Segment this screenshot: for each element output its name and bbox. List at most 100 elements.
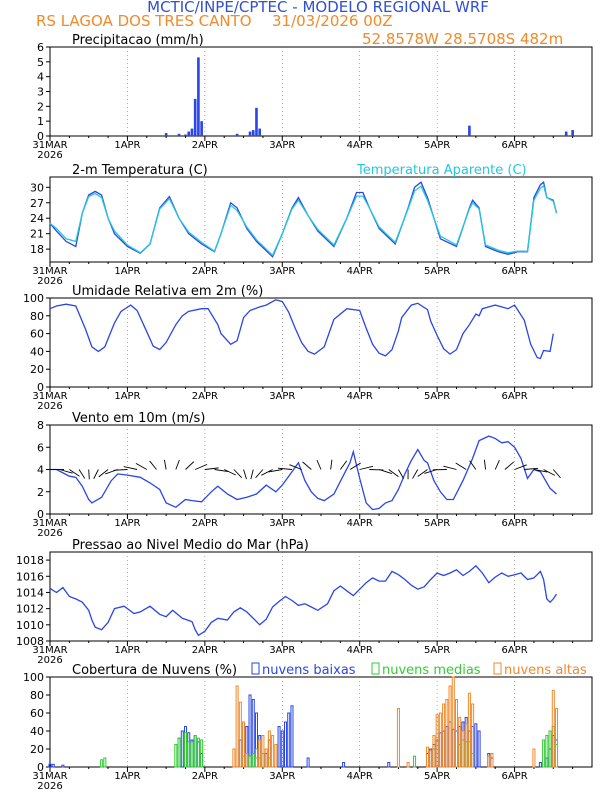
wind-arrow [524,467,539,470]
cloud-bar-medias [190,741,194,768]
x-tick-label: 4APR [347,140,373,151]
x-tick-label: 1APR [114,645,140,656]
wind-arrow [443,465,457,470]
wind-arrow [398,469,404,479]
precip-bar [255,107,258,136]
cloud-bar-medias [545,735,549,768]
wind-arrow [455,462,467,470]
wind-arrow [268,469,283,473]
wind-arrow [78,469,86,479]
legend-swatch [371,662,380,675]
precip-bar [400,135,403,136]
precip-bar [571,130,574,136]
x-tick-label: 6APR [501,771,527,782]
x-tick-label: 31MAR [32,266,67,277]
y-tick-label: 21 [30,228,44,241]
y-tick-label: 40 [30,345,44,358]
wind-arrow [93,469,99,479]
cloud-bar-baixas [180,730,184,768]
precip-bar [190,128,194,136]
precip-bar [200,121,203,136]
wind-arrow [224,469,236,476]
wind-arrow [316,459,322,470]
legend-label: nuvens baixas [262,663,356,678]
y-tick-label: 0 [37,508,44,521]
y-tick-label: 1018 [16,554,44,567]
wind-arrow [69,469,80,477]
x-tick-label: 3APR [269,391,295,402]
panel-title: 2-m Temperatura (C) [72,163,208,178]
cloud-bar-medias [183,732,188,768]
x-tick-label: 6APR [501,140,527,151]
header-title: MCTIC/INPE/CPTEC - MODELO REGIONAL WRF [147,0,489,16]
x-tick-label: 5APR [424,645,450,656]
wind-arrow [504,461,515,470]
x-tick-sublabel: 2026 [37,781,62,792]
x-tick-label: 1APR [114,140,140,151]
panel-title: Vento em 10m (m/s) [72,411,205,426]
panel-frame [49,46,593,137]
y-tick-label: 60 [30,707,44,720]
y-tick-label: 3 [37,86,44,99]
legend-label: nuvens medias [382,663,481,678]
wind-arrow [533,469,548,473]
panel-title: Precipitacao (mm/h) [72,33,204,48]
precip-bar [235,133,239,136]
cloud-bar-altas [267,730,271,768]
legend-swatch [251,662,260,675]
panel-frame [49,297,593,388]
wind-arrow [214,469,229,473]
cloud-bar-altas [232,748,236,768]
cloud-bar-altas [532,748,536,768]
wind-arrow [123,466,138,470]
cloud-bar-baixas [342,762,346,768]
header-station: RS LAGOA DOS TRES CANTO [36,12,252,30]
cloud-bar-medias [548,730,552,768]
cloud-bar-altas [438,712,442,768]
wind-arrow [88,469,90,480]
y-tick-label: 100 [23,671,44,684]
precip-bar [468,125,471,136]
cloud-bar-altas [461,730,465,768]
y-tick-label: 0 [37,761,44,774]
y-tick-label: 2 [37,100,44,113]
panel-title: Cobertura de Nuvens (%) [72,663,237,678]
cloud-bar-altas [467,692,471,768]
y-tick-label: 80 [30,310,44,323]
cloud-bar-altas [471,703,475,768]
wind-arrow [175,459,180,470]
cloud-bar-altas [445,699,449,768]
precip-bar [184,134,187,136]
wind-arrow [543,469,556,476]
x-tick-label: 3APR [269,140,295,151]
cloud-bar-altas [406,762,410,768]
cloud-bar-medias [196,737,200,768]
cloud-bar-medias [413,755,417,768]
wind-arrow [255,469,264,479]
panel-title: Pressao ao Nivel Medio do Mar (hPa) [72,538,309,553]
panel-frame [49,551,593,642]
y-tick-label: 1012 [16,603,44,616]
y-tick-label: 5 [37,56,44,69]
series-line-main [49,299,554,360]
x-tick-label: 1APR [114,391,140,402]
wind-arrow [552,469,561,479]
y-tick-label: 0 [37,130,44,143]
x-tick-sublabel: 2026 [37,655,62,666]
y-tick-label: 27 [30,197,44,210]
x-tick-label: 6APR [501,391,527,402]
panel-frame [49,676,593,768]
wind-arrow [113,469,128,471]
y-tick-label: 2 [37,486,44,499]
wind-arrow [289,464,302,470]
cloud-bar-altas [242,721,246,768]
x-tick-sublabel: 2026 [37,401,62,412]
cloud-bar-baixas [51,763,55,768]
x-tick-label: 5APR [424,518,450,529]
cloud-bar-altas [551,690,555,768]
precip-bar [258,128,262,136]
x-tick-label: 2APR [192,266,218,277]
cloud-bar-baixas [277,726,281,768]
wind-arrow [417,469,428,477]
cloud-bar-altas [264,748,268,768]
